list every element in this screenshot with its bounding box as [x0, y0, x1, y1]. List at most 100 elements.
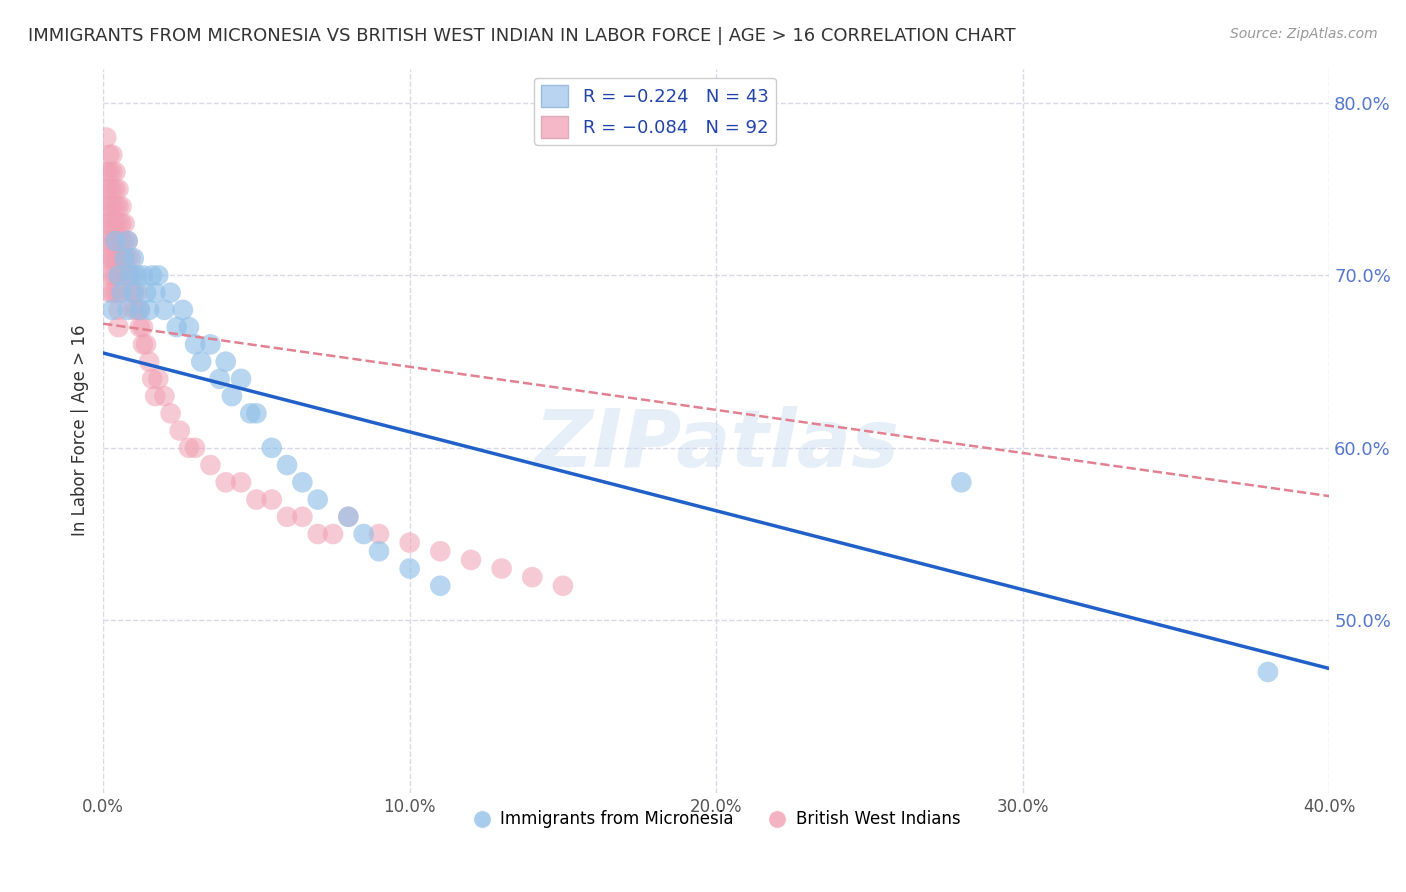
Point: [307, 492, 329, 507]
Point: [107, 320, 129, 334]
Point: [950, 475, 973, 490]
Point: [153, 302, 176, 317]
Point: [104, 217, 127, 231]
Point: [104, 234, 127, 248]
Point: [101, 199, 124, 213]
Point: [104, 182, 127, 196]
Point: [120, 268, 142, 283]
Point: [101, 165, 124, 179]
Point: [184, 441, 207, 455]
Point: [221, 389, 243, 403]
Text: Source: ZipAtlas.com: Source: ZipAtlas.com: [1230, 27, 1378, 41]
Point: [322, 527, 344, 541]
Point: [307, 527, 329, 541]
Point: [460, 553, 482, 567]
Point: [110, 285, 132, 300]
Point: [114, 251, 136, 265]
Point: [239, 406, 262, 420]
Point: [96, 130, 118, 145]
Point: [107, 302, 129, 317]
Point: [398, 535, 420, 549]
Point: [101, 251, 124, 265]
Text: ZIPatlas: ZIPatlas: [534, 406, 898, 484]
Point: [135, 337, 157, 351]
Point: [260, 441, 283, 455]
Point: [122, 302, 145, 317]
Point: [143, 389, 166, 403]
Point: [200, 458, 222, 472]
Point: [138, 354, 160, 368]
Point: [138, 302, 160, 317]
Point: [208, 372, 231, 386]
Text: IMMIGRANTS FROM MICRONESIA VS BRITISH WEST INDIAN IN LABOR FORCE | AGE > 16 CORR: IMMIGRANTS FROM MICRONESIA VS BRITISH WE…: [28, 27, 1015, 45]
Point: [245, 406, 267, 420]
Point: [260, 492, 283, 507]
Point: [368, 544, 391, 558]
Y-axis label: In Labor Force | Age > 16: In Labor Force | Age > 16: [72, 325, 89, 536]
Point: [129, 302, 152, 317]
Point: [114, 217, 136, 231]
Point: [337, 509, 360, 524]
Point: [107, 268, 129, 283]
Point: [114, 251, 136, 265]
Point: [122, 251, 145, 265]
Point: [107, 268, 129, 283]
Point: [98, 217, 121, 231]
Point: [148, 268, 170, 283]
Point: [229, 475, 252, 490]
Point: [98, 147, 121, 161]
Point: [96, 217, 118, 231]
Point: [96, 251, 118, 265]
Point: [398, 561, 420, 575]
Point: [337, 509, 360, 524]
Point: [122, 285, 145, 300]
Point: [104, 268, 127, 283]
Point: [125, 268, 148, 283]
Point: [107, 251, 129, 265]
Point: [159, 285, 181, 300]
Point: [101, 285, 124, 300]
Point: [200, 337, 222, 351]
Point: [153, 389, 176, 403]
Point: [96, 165, 118, 179]
Point: [101, 268, 124, 283]
Point: [122, 268, 145, 283]
Point: [117, 234, 139, 248]
Point: [215, 475, 238, 490]
Point: [135, 285, 157, 300]
Point: [429, 544, 451, 558]
Point: [291, 475, 314, 490]
Point: [491, 561, 513, 575]
Point: [110, 199, 132, 213]
Point: [107, 285, 129, 300]
Point: [104, 285, 127, 300]
Point: [101, 234, 124, 248]
Point: [143, 285, 166, 300]
Point: [101, 182, 124, 196]
Point: [110, 251, 132, 265]
Point: [96, 182, 118, 196]
Point: [98, 234, 121, 248]
Point: [522, 570, 544, 584]
Point: [120, 268, 142, 283]
Point: [120, 251, 142, 265]
Point: [117, 302, 139, 317]
Point: [104, 234, 127, 248]
Point: [190, 354, 212, 368]
Point: [132, 337, 155, 351]
Point: [98, 199, 121, 213]
Point: [98, 285, 121, 300]
Point: [96, 199, 118, 213]
Point: [177, 441, 200, 455]
Point: [104, 165, 127, 179]
Point: [107, 234, 129, 248]
Point: [551, 579, 574, 593]
Point: [229, 372, 252, 386]
Point: [110, 217, 132, 231]
Point: [276, 458, 298, 472]
Point: [132, 268, 155, 283]
Legend: Immigrants from Micronesia, British West Indians: Immigrants from Micronesia, British West…: [465, 804, 967, 835]
Point: [429, 579, 451, 593]
Point: [110, 234, 132, 248]
Point: [117, 234, 139, 248]
